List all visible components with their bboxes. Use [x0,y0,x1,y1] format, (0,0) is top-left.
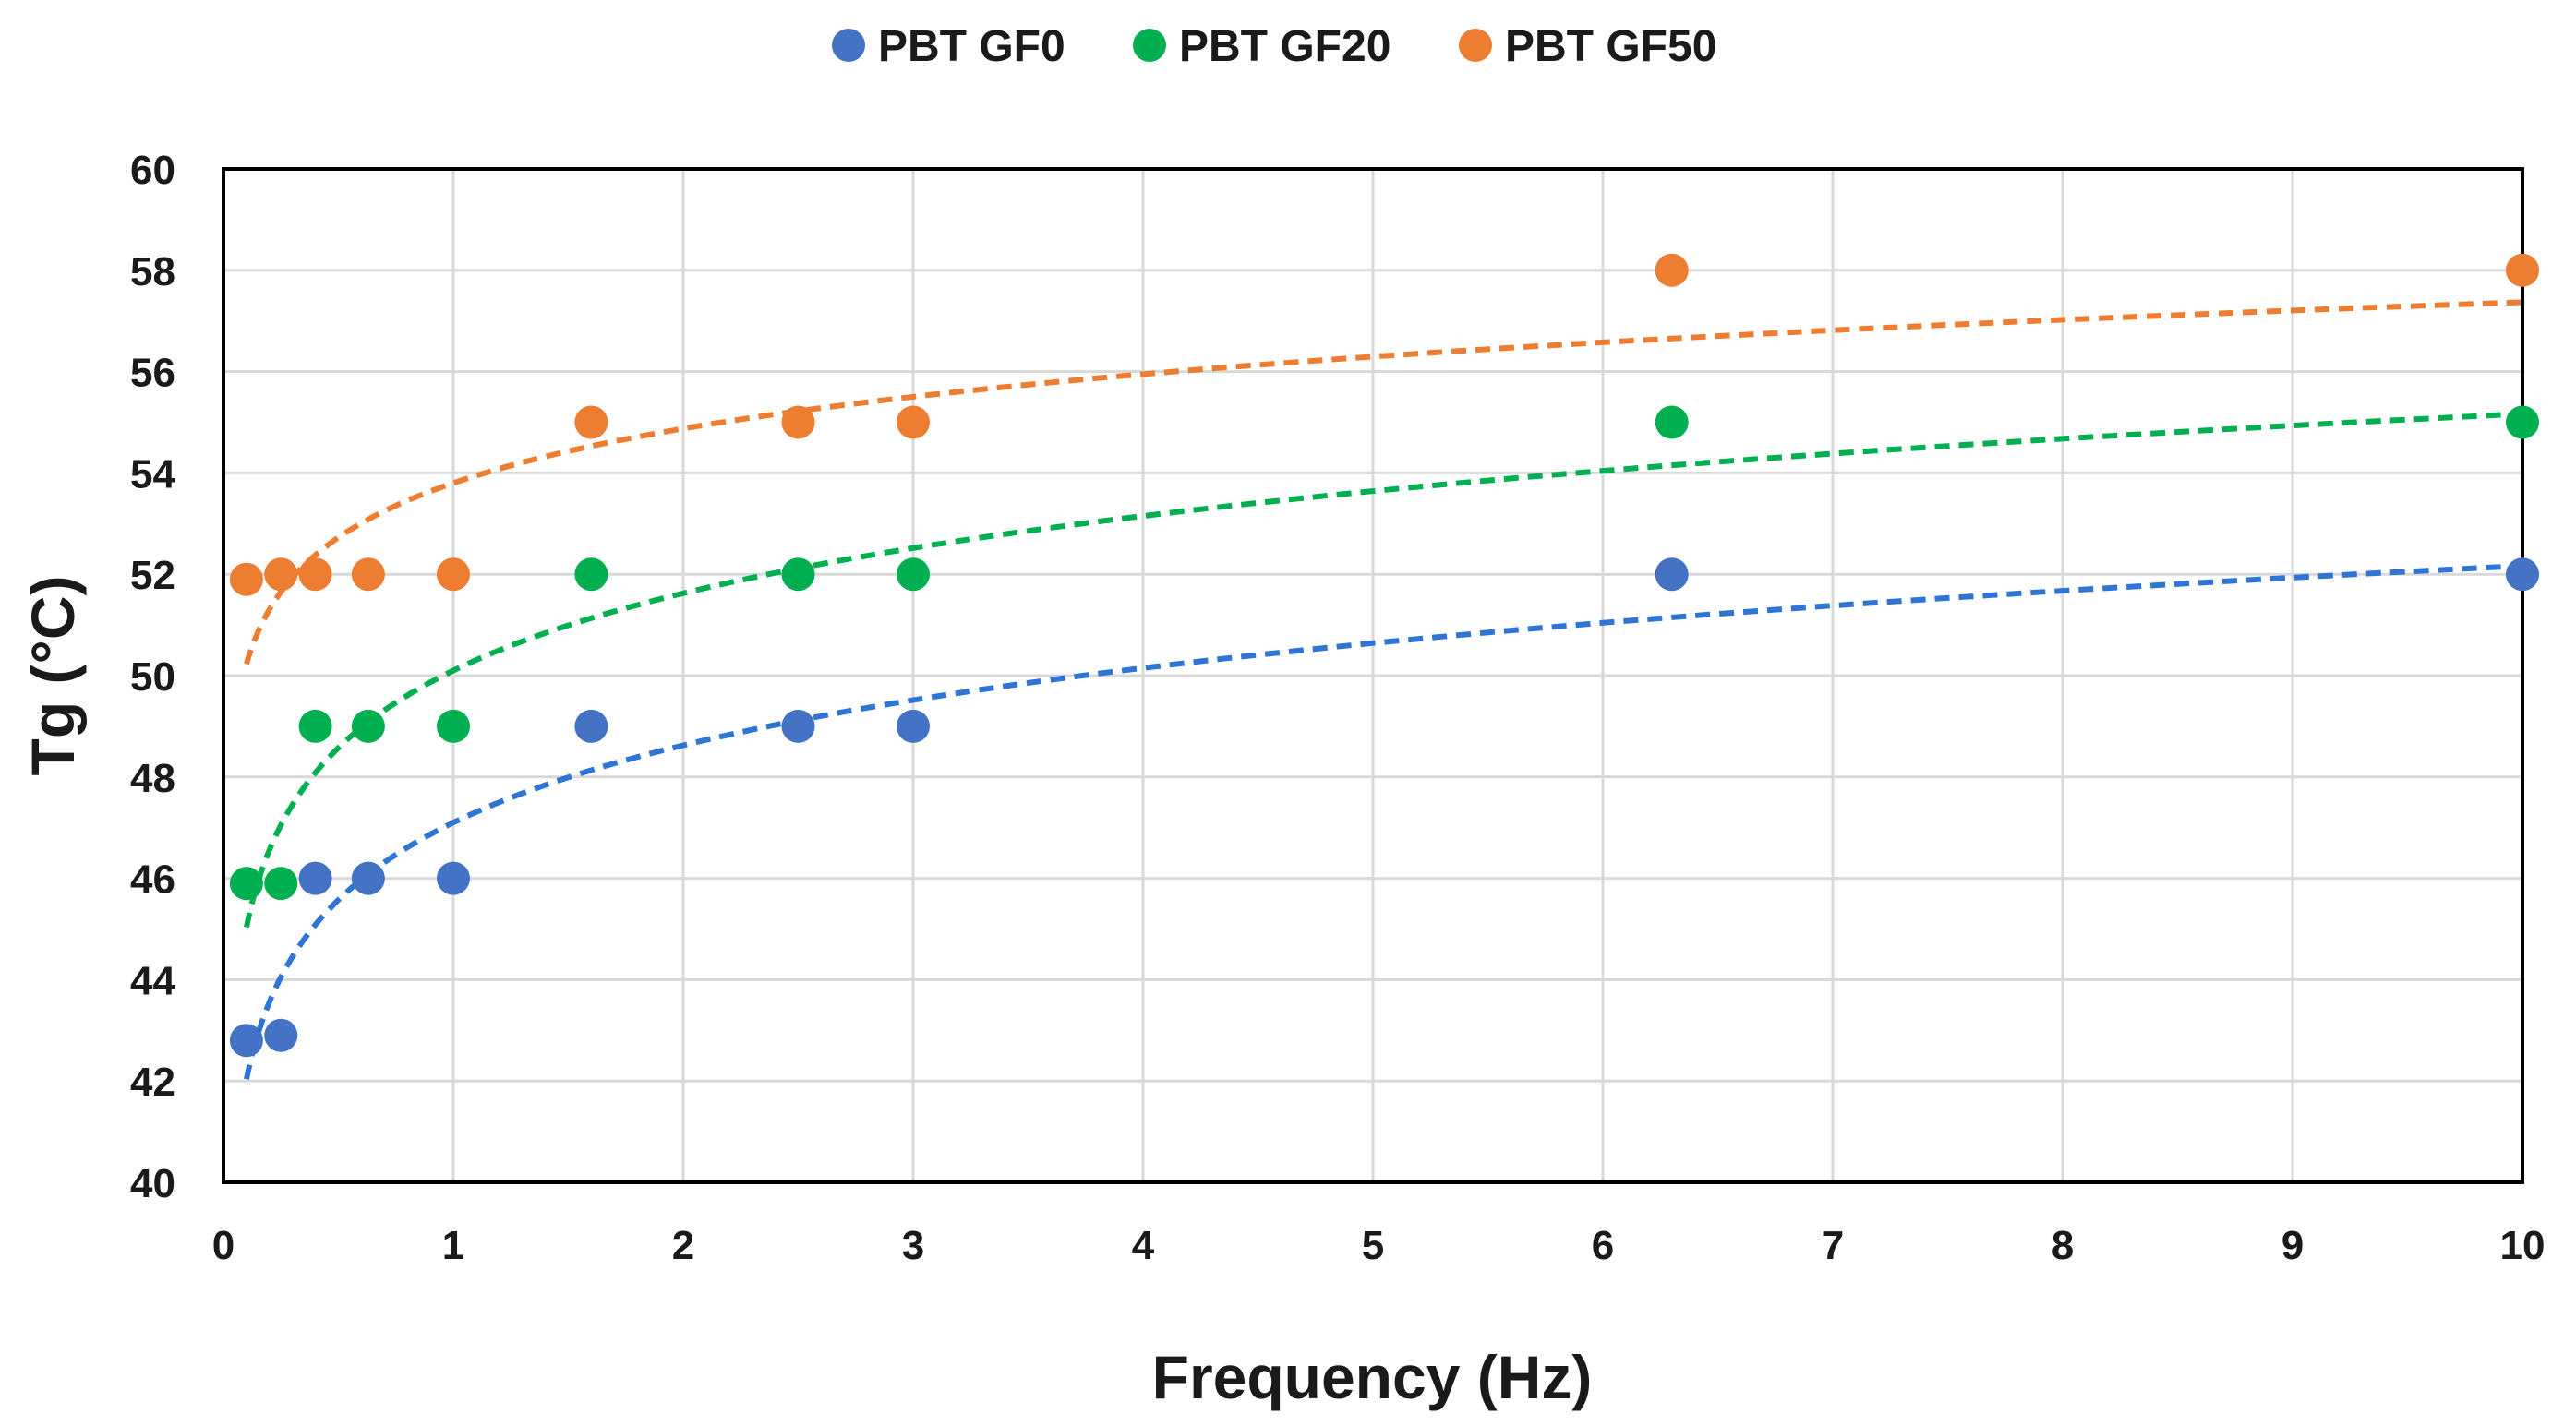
x-axis-tick-labels: 0 1 2 3 4 5 6 7 8 9 10 [212,1223,2546,1268]
x-tick-label: 10 [2500,1223,2546,1268]
data-point-series-0 [2506,557,2539,592]
data-point-series-0 [781,709,815,743]
x-tick-label: 1 [442,1223,464,1268]
x-tick-label: 3 [902,1223,924,1268]
trendlines [243,299,2523,1080]
trendline-series-1 [243,411,2523,929]
gridlines [223,169,2522,1182]
legend-item-gf50: PBT GF50 [1459,22,1716,71]
data-point-series-1 [781,557,815,592]
data-point-series-1 [229,867,263,901]
y-tick-label: 54 [130,451,175,497]
data-point-series-2 [1655,253,1689,287]
y-axis-title: Tg (°C) [18,576,87,776]
data-point-series-2 [897,405,930,439]
x-axis-title: Frequency (Hz) [1152,1343,1593,1411]
x-tick-label: 6 [1592,1223,1614,1268]
legend-label-gf20: PBT GF20 [1179,22,1390,71]
y-tick-label: 50 [130,654,175,700]
trendline-series-2 [244,299,2523,665]
y-tick-label: 56 [130,351,175,396]
legend-marker-gf0 [832,29,865,62]
legend-label-gf0: PBT GF0 [878,22,1065,71]
y-tick-label: 58 [130,249,175,294]
legend-marker-gf20 [1133,29,1166,62]
y-tick-label: 46 [130,857,175,903]
x-tick-label: 7 [1822,1223,1844,1268]
data-point-series-2 [781,405,815,439]
plot-area-frame [222,167,2524,1184]
data-point-series-2 [298,557,332,592]
data-point-series-2 [351,557,385,592]
data-point-series-0 [1655,557,1689,592]
y-tick-label: 48 [130,756,175,801]
data-point-series-0 [298,861,332,895]
data-point-series-2 [574,405,608,439]
data-point-series-1 [351,709,385,743]
data-point-series-1 [264,867,298,901]
data-point-series-1 [1655,405,1689,439]
y-tick-label: 60 [130,148,175,193]
data-point-series-2 [229,562,263,596]
data-point-series-0 [574,709,608,743]
data-point-series-1 [897,557,930,592]
y-tick-label: 44 [130,958,175,1003]
y-tick-label: 42 [130,1060,175,1105]
data-point-series-1 [574,557,608,592]
y-tick-label: 52 [130,553,175,598]
legend-item-gf20: PBT GF20 [1133,22,1390,71]
data-point-series-0 [264,1018,298,1052]
y-tick-label: 40 [130,1161,175,1206]
data-point-series-1 [2506,405,2539,439]
legend-label-gf50: PBT GF50 [1505,22,1716,71]
data-point-series-2 [264,557,298,592]
legend-marker-gf50 [1459,29,1492,62]
x-tick-label: 2 [672,1223,694,1268]
trendline-series-0 [243,563,2523,1080]
data-points [229,253,2539,1058]
x-tick-label: 9 [2281,1223,2304,1268]
data-point-series-0 [437,861,470,895]
data-point-series-1 [437,709,470,743]
data-point-series-0 [229,1024,263,1058]
data-point-series-2 [2506,253,2539,287]
data-point-series-0 [897,709,930,743]
x-tick-label: 8 [2052,1223,2074,1268]
x-tick-label: 5 [1362,1223,1384,1268]
data-point-series-1 [298,709,332,743]
data-point-series-0 [351,861,385,895]
legend-item-gf0: PBT GF0 [832,22,1065,71]
x-tick-label: 0 [212,1223,235,1268]
data-point-series-2 [437,557,470,592]
x-tick-label: 4 [1132,1223,1155,1268]
legend: PBT GF0 PBT GF20 PBT GF50 [832,22,1716,71]
y-axis-tick-labels: 40 42 44 46 48 50 52 54 56 58 60 [130,148,175,1206]
